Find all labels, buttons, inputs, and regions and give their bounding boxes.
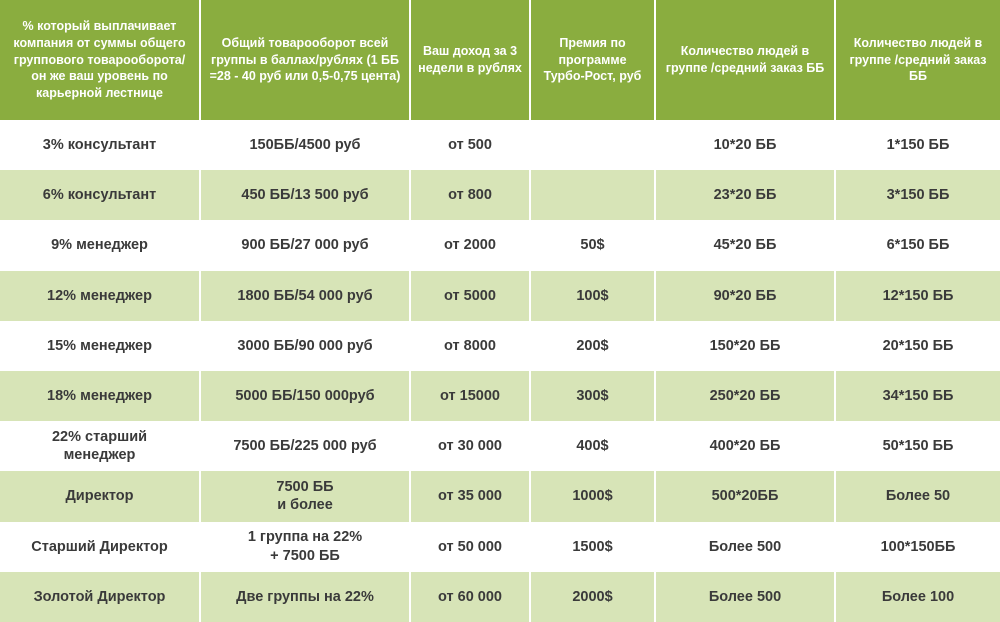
table-cell: 15% менеджер (0, 321, 200, 371)
table-cell: 1500$ (530, 522, 655, 572)
col-header-turnover: Общий товарооборот всей группы в баллах/… (200, 0, 410, 120)
table-row: 18% менеджер5000 ББ/150 000рубот 1500030… (0, 371, 1000, 421)
table-cell: 10*20 ББ (655, 120, 835, 170)
table-cell: Две группы на 22% (200, 572, 410, 622)
table-row: 12% менеджер1800 ББ/54 000 рубот 5000100… (0, 271, 1000, 321)
table-cell: 150ББ/4500 руб (200, 120, 410, 170)
table-cell: от 500 (410, 120, 530, 170)
table-row: Золотой ДиректорДве группы на 22%от 60 0… (0, 572, 1000, 622)
table-cell: от 2000 (410, 220, 530, 270)
table-cell: 1 группа на 22% + 7500 ББ (200, 522, 410, 572)
table-cell: 23*20 ББ (655, 170, 835, 220)
table-cell: 22% старший менеджер (0, 421, 200, 471)
table-cell: от 30 000 (410, 421, 530, 471)
table-cell: 3% консультант (0, 120, 200, 170)
col-header-level: % который выплачивает компания от суммы … (0, 0, 200, 120)
col-header-group-a: Количество людей в группе /средний заказ… (655, 0, 835, 120)
col-header-bonus: Премия по программе Турбо-Рост, руб (530, 0, 655, 120)
col-header-income: Ваш доход за 3 недели в рублях (410, 0, 530, 120)
table-cell: 400*20 ББ (655, 421, 835, 471)
table-cell: 90*20 ББ (655, 271, 835, 321)
table-row: 22% старший менеджер7500 ББ/225 000 рубо… (0, 421, 1000, 471)
table-cell: 1800 ББ/54 000 руб (200, 271, 410, 321)
table-cell: 34*150 ББ (835, 371, 1000, 421)
table-cell: 450 ББ/13 500 руб (200, 170, 410, 220)
table-cell: 18% менеджер (0, 371, 200, 421)
table-cell: от 50 000 (410, 522, 530, 572)
table-cell: от 8000 (410, 321, 530, 371)
table-cell: 500*20ББ (655, 471, 835, 521)
table-row: 15% менеджер3000 ББ/90 000 рубот 8000200… (0, 321, 1000, 371)
table-cell: 2000$ (530, 572, 655, 622)
table-row: 6% консультант450 ББ/13 500 рубот 800 23*… (0, 170, 1000, 220)
table-cell: Более 500 (655, 522, 835, 572)
table-cell: 7500 ББ и более (200, 471, 410, 521)
table-cell: Более 100 (835, 572, 1000, 622)
table-cell: 7500 ББ/225 000 руб (200, 421, 410, 471)
table-cell: 9% менеджер (0, 220, 200, 270)
col-header-group-b: Количество людей в группе /средний заказ… (835, 0, 1000, 120)
table-cell: от 15000 (410, 371, 530, 421)
table-cell: от 800 (410, 170, 530, 220)
table-cell: 50$ (530, 220, 655, 270)
table-cell: 3*150 ББ (835, 170, 1000, 220)
table-cell: 3000 ББ/90 000 руб (200, 321, 410, 371)
table-cell (530, 170, 655, 220)
table-cell: 12*150 ББ (835, 271, 1000, 321)
table-cell: 400$ (530, 421, 655, 471)
table-cell: Более 50 (835, 471, 1000, 521)
table-cell: Директор (0, 471, 200, 521)
table-cell: от 5000 (410, 271, 530, 321)
table-cell: 300$ (530, 371, 655, 421)
table-cell: Более 500 (655, 572, 835, 622)
table-cell: 6% консультант (0, 170, 200, 220)
table-row: Старший Директор1 группа на 22% + 7500 Б… (0, 522, 1000, 572)
table-cell: 900 ББ/27 000 руб (200, 220, 410, 270)
table-row: 9% менеджер900 ББ/27 000 рубот 200050$45… (0, 220, 1000, 270)
table-header-row: % который выплачивает компания от суммы … (0, 0, 1000, 120)
table-cell: Старший Директор (0, 522, 200, 572)
table-row: 3% консультант150ББ/4500 рубот 500 10*20 … (0, 120, 1000, 170)
table-cell: 5000 ББ/150 000руб (200, 371, 410, 421)
table-cell: от 35 000 (410, 471, 530, 521)
table-cell: 250*20 ББ (655, 371, 835, 421)
table-cell: Золотой Директор (0, 572, 200, 622)
table-cell: 12% менеджер (0, 271, 200, 321)
table-row: Директор7500 ББ и болееот 35 0001000$500… (0, 471, 1000, 521)
table-cell: 50*150 ББ (835, 421, 1000, 471)
table-cell: 100*150ББ (835, 522, 1000, 572)
career-ladder-table: % который выплачивает компания от суммы … (0, 0, 1000, 622)
table-cell: 150*20 ББ (655, 321, 835, 371)
table-cell: 6*150 ББ (835, 220, 1000, 270)
table-cell: 200$ (530, 321, 655, 371)
table-cell: 20*150 ББ (835, 321, 1000, 371)
table-cell: 100$ (530, 271, 655, 321)
table-cell (530, 120, 655, 170)
table-cell: 1000$ (530, 471, 655, 521)
table-cell: 45*20 ББ (655, 220, 835, 270)
table-cell: от 60 000 (410, 572, 530, 622)
table-cell: 1*150 ББ (835, 120, 1000, 170)
table-body: 3% консультант150ББ/4500 рубот 500 10*20 … (0, 120, 1000, 622)
